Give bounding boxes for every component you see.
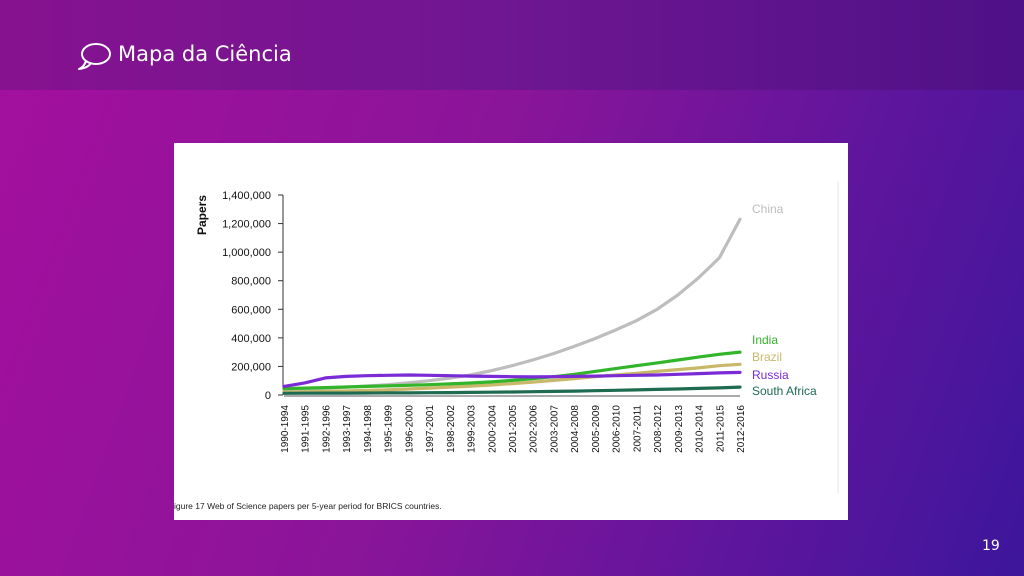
legend-label-china: China (752, 202, 784, 216)
x-tick-label: 2011-2015 (715, 405, 726, 453)
x-tick-label: 2002-2006 (529, 405, 540, 453)
x-tick-label: 2004-2008 (570, 405, 581, 453)
slide-title: Mapa da Ciência (118, 42, 292, 66)
figure-caption: igure 17 Web of Science papers per 5-yea… (174, 501, 442, 511)
x-tick-label: 1994-1998 (363, 405, 374, 453)
x-tick-label: 1995-1999 (384, 405, 395, 453)
x-tick-label: 1996-2000 (404, 405, 415, 453)
legend-label-brazil: Brazil (752, 350, 782, 364)
series-line-china (282, 217, 742, 392)
y-axis-title: Papers (195, 195, 209, 235)
series-line-brazil (282, 362, 742, 394)
y-tick-label: 1,400,000 (222, 190, 271, 202)
y-tick-label: 200,000 (231, 361, 271, 373)
legend-label-india: India (752, 333, 778, 347)
page-number: 19 (982, 538, 1000, 554)
speech-bubble-icon (78, 43, 111, 70)
series-line-india (282, 350, 742, 391)
x-tick-label: 2009-2013 (674, 405, 685, 453)
line-chart: 0 200,000 400,000 600,000 800,000 1,000,000 1,… (195, 181, 839, 493)
y-tick-label: 1,200,000 (222, 219, 271, 231)
x-tick-label: 2003-2007 (549, 405, 560, 453)
chart-figure: 0 200,000 400,000 600,000 800,000 1,000,000 1,… (174, 143, 848, 520)
x-tick-label: 1993-1997 (342, 405, 353, 453)
series-line-south-africa (282, 385, 742, 395)
y-tick-label: 600,000 (231, 304, 271, 316)
x-tick-label: 2010-2014 (695, 405, 706, 453)
x-tick-label: 2001-2005 (508, 405, 519, 453)
y-tick-label: 800,000 (231, 276, 271, 288)
x-tick-label: 1990-1994 (280, 405, 291, 453)
x-tick-label: 2007-2011 (632, 405, 643, 453)
x-tick-label: 1992-1996 (321, 405, 332, 453)
y-tick-label: 400,000 (231, 333, 271, 345)
x-tick-label: 2000-2004 (487, 405, 498, 453)
x-tick-label: 1999-2003 (467, 405, 478, 453)
y-tick-label: 0 (265, 390, 271, 402)
header-bar: Mapa da Ciência (0, 0, 1024, 90)
x-tick-label: 2008-2012 (653, 405, 664, 453)
x-tick-label: 2012-2016 (736, 405, 747, 453)
y-tick-label: 1,000,000 (222, 247, 271, 259)
x-tick-label: 1991-1995 (301, 405, 312, 453)
x-tick-label: 2006-2010 (612, 405, 623, 453)
x-tick-label: 1997-2001 (425, 405, 436, 453)
series-line-russia (282, 370, 742, 388)
legend-label-russia: Russia (752, 368, 789, 382)
x-tick-label: 2005-2009 (591, 405, 602, 453)
x-tick-label: 1998-2002 (446, 405, 457, 453)
legend-label-south-africa: South Africa (752, 384, 817, 398)
